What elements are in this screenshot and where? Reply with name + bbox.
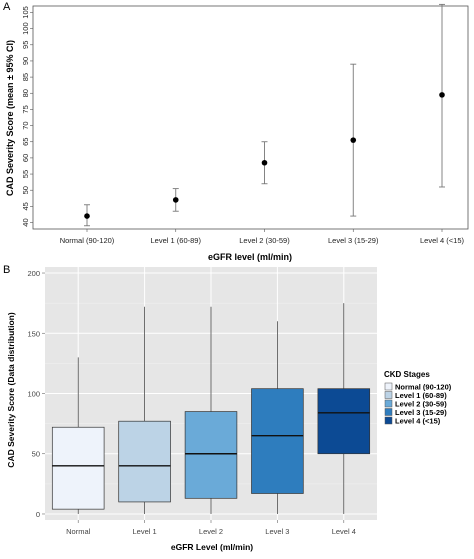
y-tick-label: 55 xyxy=(21,170,30,178)
legend-title: CKD Stages xyxy=(384,370,430,379)
x-tick-label: Level 3 (15-29) xyxy=(328,236,379,245)
panel-b-x-axis: Normal Level 1 Level 2 Level 3 Level 4 xyxy=(66,520,356,536)
y-tick-label: 80 xyxy=(21,89,30,97)
x-tick-label: Normal (90-120) xyxy=(60,236,115,245)
legend-swatch xyxy=(384,382,393,391)
mean-point xyxy=(261,159,268,166)
panel-a-y-axis: 40 45 50 55 60 65 70 75 80 85 90 95 100 105 xyxy=(21,6,33,227)
y-tick-label: 200 xyxy=(27,269,40,278)
legend-swatch xyxy=(384,416,393,425)
x-tick-label: Level 4 (<15) xyxy=(420,236,464,245)
panel-b-x-title: eGFR Level (ml/min) xyxy=(171,542,253,552)
panel-a-y-title: CAD Severity Score (mean ± 95% CI) xyxy=(5,40,15,196)
y-tick-label: 70 xyxy=(21,121,30,129)
y-tick-label: 75 xyxy=(21,105,30,113)
panel-a-marks xyxy=(84,3,445,227)
box xyxy=(51,426,105,510)
y-tick-label: 50 xyxy=(32,450,40,459)
y-tick-label: 65 xyxy=(21,138,30,146)
legend-entry: Level 3 (15-29) xyxy=(395,408,447,417)
panel-b-y-axis: 0 50 100 150 200 xyxy=(27,269,45,519)
legend-swatch xyxy=(384,408,393,416)
box xyxy=(184,411,238,499)
y-tick-label: 50 xyxy=(21,186,30,194)
legend-swatch xyxy=(384,391,393,399)
y-tick-label: 40 xyxy=(21,218,30,226)
y-tick-label: 100 xyxy=(27,390,40,399)
y-tick-label: 150 xyxy=(27,329,40,338)
x-tick-label: Level 1 (60-89) xyxy=(151,236,202,245)
mean-point xyxy=(172,197,179,203)
y-tick-label: 45 xyxy=(21,202,30,210)
panel-a-x-axis: Normal (90-120) Level 1 (60-89) Level 2 (3… xyxy=(60,229,464,245)
x-tick-label: Level 1 xyxy=(133,527,157,536)
legend-entry: Normal (90-120) xyxy=(395,383,452,392)
legend-swatch xyxy=(384,399,393,408)
x-tick-label: Level 2 xyxy=(199,527,223,536)
panel-a-frame xyxy=(32,5,469,230)
panel-b-legend: CKD Stages Normal (90-120)Level 1 (60-89… xyxy=(384,370,452,426)
x-tick-label: Level 4 xyxy=(332,527,356,536)
panel-b-label: B xyxy=(3,264,10,276)
y-tick-label: 60 xyxy=(21,154,30,162)
panel-a-x-title: eGFR level (ml/min) xyxy=(208,252,292,262)
panel-a-label: A xyxy=(3,1,11,13)
panel-b-y-title: CAD Severity Score (Data distribution) xyxy=(6,312,16,468)
x-tick-label: Normal xyxy=(66,527,91,536)
y-tick-label: 85 xyxy=(21,73,30,81)
y-tick-label: 100 xyxy=(21,22,30,35)
y-tick-label: 105 xyxy=(21,6,30,19)
y-tick-label: 90 xyxy=(21,57,30,65)
box xyxy=(251,388,304,494)
mean-point xyxy=(439,92,445,98)
legend-entry: Level 4 (<15) xyxy=(395,417,441,426)
mean-point xyxy=(84,213,90,219)
y-tick-label: 0 xyxy=(36,510,40,519)
box xyxy=(118,420,171,503)
legend-entry: Level 2 (30-59) xyxy=(395,400,447,409)
x-tick-label: Level 2 (30-59) xyxy=(239,236,290,245)
legend-entry: Level 1 (60-89) xyxy=(395,391,447,400)
panel-b-boxes xyxy=(51,303,371,514)
x-tick-label: Level 3 xyxy=(265,527,289,536)
y-tick-label: 95 xyxy=(21,41,30,49)
mean-point xyxy=(350,137,357,143)
box xyxy=(317,388,371,455)
